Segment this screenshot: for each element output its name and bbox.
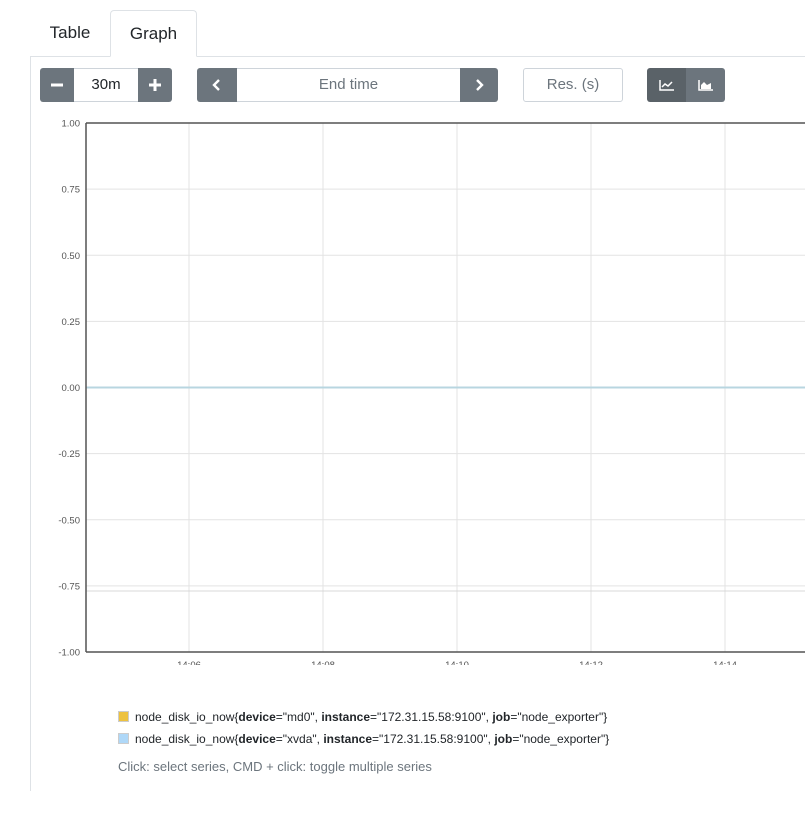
y-tick-label: -0.25 [58, 449, 80, 460]
x-tick-label: 14:10 [445, 660, 469, 665]
y-tick-label: -1.00 [58, 648, 80, 659]
series-color-swatch [118, 733, 129, 745]
y-tick-label: 0.25 [62, 317, 81, 328]
time-forward-button[interactable] [460, 68, 498, 102]
metric-name: node_disk_io_now{ [135, 732, 239, 746]
graph-panel: 30m End time Res. (s) [30, 56, 805, 791]
label-key: device [238, 732, 276, 746]
line-chart-icon [658, 80, 674, 91]
series-color-swatch [118, 711, 129, 723]
chart-frame [85, 122, 805, 653]
plus-icon [149, 79, 161, 91]
label-value: ="node_exporter"} [512, 732, 610, 746]
chevron-left-icon [212, 79, 220, 91]
label-value: ="172.31.15.58:9100", [372, 732, 495, 746]
area-chart-icon [697, 80, 713, 91]
label-value: ="xvda", [275, 732, 324, 746]
graph-mode-toggle [647, 68, 725, 102]
label-key: instance [323, 732, 373, 746]
tab-bar: Table Graph [30, 10, 805, 57]
minus-icon [51, 83, 63, 87]
y-tick-label: 0.00 [62, 383, 81, 394]
legend-item[interactable]: node_disk_io_now{device="xvda", instance… [118, 728, 609, 750]
y-tick-label: 0.75 [62, 185, 81, 196]
x-tick-label: 14:08 [311, 660, 335, 665]
line-mode-button[interactable] [647, 68, 686, 102]
end-time-control: End time [197, 68, 498, 102]
label-value: ="node_exporter"} [510, 710, 608, 724]
range-input[interactable]: 30m [74, 68, 138, 102]
time-back-button[interactable] [197, 68, 237, 102]
label-key: job [494, 732, 513, 746]
y-tick-label: 0.50 [62, 251, 81, 262]
legend: node_disk_io_now{device="md0", instance=… [118, 706, 609, 750]
end-time-input[interactable]: End time [237, 68, 460, 102]
range-control: 30m [40, 68, 172, 102]
metric-name: node_disk_io_now{ [135, 710, 239, 724]
x-axis: 14:06 14:08 14:10 14:12 14:14 [177, 660, 737, 665]
range-increase-button[interactable] [138, 68, 172, 102]
label-key: device [238, 710, 276, 724]
chevron-right-icon [476, 79, 484, 91]
x-tick-label: 14:14 [713, 660, 737, 665]
y-tick-label: -0.50 [58, 515, 80, 526]
resolution-input[interactable]: Res. (s) [523, 68, 623, 102]
stacked-mode-button[interactable] [686, 68, 725, 102]
x-tick-label: 14:06 [177, 660, 201, 665]
x-tick-label: 14:12 [579, 660, 603, 665]
graph-chart[interactable]: 1.00 0.75 0.50 0.25 0.00 -0.25 -0.50 -0.75 -1.00… [0, 0, 805, 665]
label-value: ="172.31.15.58:9100", [370, 710, 493, 724]
label-key: instance [321, 710, 371, 724]
y-tick-label: -0.75 [58, 581, 80, 592]
legend-hint: Click: select series, CMD + click: toggl… [118, 759, 432, 774]
tab-graph[interactable]: Graph [110, 10, 197, 57]
legend-item[interactable]: node_disk_io_now{device="md0", instance=… [118, 706, 609, 728]
label-key: job [492, 710, 511, 724]
label-value: ="md0", [275, 710, 322, 724]
range-decrease-button[interactable] [40, 68, 74, 102]
tab-table[interactable]: Table [49, 23, 91, 42]
y-tick-label: 1.00 [62, 119, 81, 130]
y-axis: 1.00 0.75 0.50 0.25 0.00 -0.25 -0.50 -0.75 -1.00 [58, 119, 80, 659]
